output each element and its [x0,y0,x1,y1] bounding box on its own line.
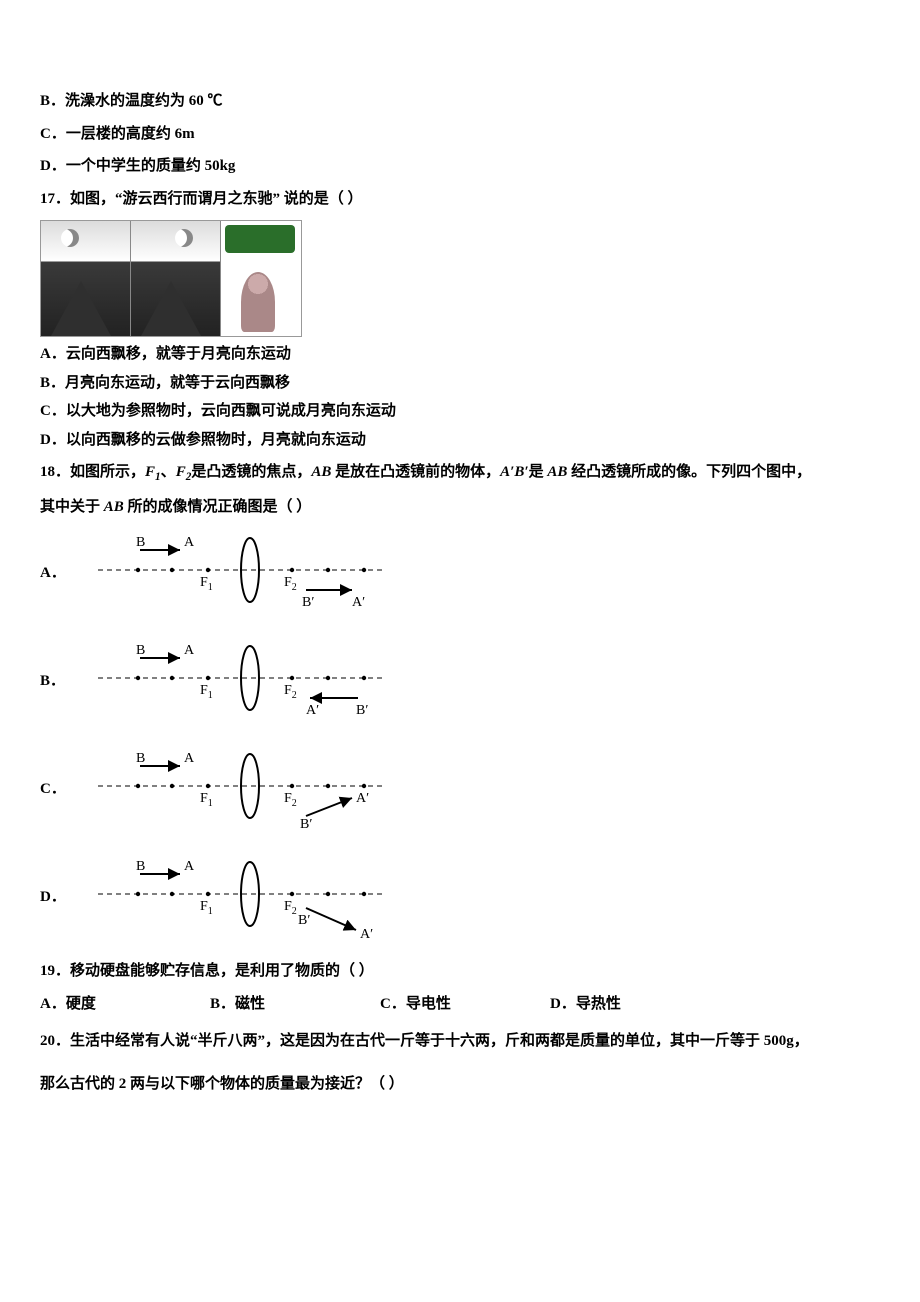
q17-stem: 17．如图，“游云西行而谓月之东驰” 说的是（ ） [40,188,920,211]
q18-stem-part5: 经凸透镜所成的像。下列四个图中， [567,464,811,480]
q18-diagram-B: B A F1 F2 A′ B′ [80,636,400,726]
q18-AB: AB [311,464,331,480]
q18-option-A-row: A． B A F1 F2 B′ A′ [40,528,920,618]
svg-text:A′: A′ [352,595,365,610]
svg-text:A′: A′ [360,927,373,942]
q17-panel-1 [41,221,131,336]
q18-stem-part4: 是 [529,464,548,480]
q18-stem-line2-suffix: 所的成像情况正确图是（ ） [124,499,312,515]
q18-stem-line1: 18．如图所示，F1、F2是凸透镜的焦点，AB 是放在凸透镜前的物体，A′B′是… [40,461,920,486]
q19-options: A．硬度 B．磁性 C．导电性 D．导热性 [40,993,920,1016]
q18-stem-line2: 其中关于 AB 所的成像情况正确图是（ ） [40,496,920,519]
svg-text:F1: F1 [200,899,213,917]
q18-stem-part2: 是凸透镜的焦点， [191,464,311,480]
person-icon [241,272,275,332]
q17-stem-text: 如图，“游云西行而谓月之东驰” 说的是（ ） [70,191,363,207]
q18-label-C: C． [40,778,80,801]
svg-text:A: A [184,751,195,766]
q18-F2: F2 [176,464,192,480]
svg-text:F1: F1 [200,683,213,701]
q18-option-B-row: B． B A F1 F2 A′ B′ [40,636,920,726]
q18-option-C-row: C． B A F1 F2 B′ A′ [40,744,920,834]
q18-number: 18． [40,464,70,480]
q20-stem-line2: 那么古代的 2 两与以下哪个物体的质量最为接近？（ ） [40,1068,920,1101]
moon-icon [61,229,79,247]
svg-text:B′: B′ [300,817,312,832]
q19-number: 19． [40,963,70,979]
q16-option-C: C．一层楼的高度约 6m [40,123,920,146]
svg-text:B: B [136,643,145,658]
svg-text:F1: F1 [200,575,213,593]
mountain-icon [141,281,201,336]
svg-text:B: B [136,859,145,874]
q17-option-C: C．以大地为参照物时，云向西飘可说成月亮向东运动 [40,400,920,423]
svg-text:B′: B′ [302,595,314,610]
svg-text:F1: F1 [200,791,213,809]
svg-text:B: B [136,535,145,550]
q18-label-D: D． [40,886,80,909]
q18-stem-line2-prefix: 其中关于 [40,499,104,515]
q19-stem-text: 移动硬盘能够贮存信息，是利用了物质的（ ） [70,963,374,979]
q18-stem-part1: 如图所示， [70,464,145,480]
svg-text:B′: B′ [298,913,310,928]
q17-panel-3 [221,221,301,336]
svg-text:B′: B′ [356,703,368,718]
q17-number: 17． [40,191,70,207]
q17-figure-image [40,220,302,337]
svg-text:F2: F2 [284,899,297,917]
q18-F1: F1 [145,464,161,480]
q18-label-B: B． [40,670,80,693]
q16-option-D: D．一个中学生的质量约 50kg [40,155,920,178]
q17-option-D: D．以向西飘移的云做参照物时，月亮就向东运动 [40,429,920,452]
svg-text:F2: F2 [284,575,297,593]
q18-label-A: A． [40,562,80,585]
svg-text:A′: A′ [356,791,369,806]
q19-option-C: C．导电性 [380,993,550,1016]
q18-AB3: AB [104,499,124,515]
mountain-icon [51,281,111,336]
q19-option-D: D．导热性 [550,993,720,1016]
svg-text:A: A [184,643,195,658]
svg-text:F2: F2 [284,683,297,701]
q18-AB2: AB [547,464,567,480]
q19-option-B: B．磁性 [210,993,380,1016]
q20-stem-text1: 生活中经常有人说“半斤八两”，这是因为在古代一斤等于十六两，斤和两都是质量的单位… [70,1033,809,1049]
q18-diagram-D: B A F1 F2 B′ A′ [80,852,400,942]
svg-text:A: A [184,535,195,550]
q17-option-B: B．月亮向东运动，就等于云向西飘移 [40,372,920,395]
speech-bubble-icon [225,225,295,253]
q19-option-A: A．硬度 [40,993,210,1016]
svg-text:B: B [136,751,145,766]
q17-option-A: A．云向西飘移，就等于月亮向东运动 [40,343,920,366]
q18-option-D-row: D． B A F1 F2 B′ A′ [40,852,920,942]
moon-icon [175,229,193,247]
q18-diagram-C: B A F1 F2 B′ A′ [80,744,400,834]
svg-text:A′: A′ [306,703,319,718]
q18-ApBp: A′B′ [500,464,528,480]
svg-text:A: A [184,859,195,874]
q20-stem-line1: 20．生活中经常有人说“半斤八两”，这是因为在古代一斤等于十六两，斤和两都是质量… [40,1025,920,1058]
q20-number: 20． [40,1033,70,1049]
q18-sep: 、 [161,464,176,480]
q19-stem: 19．移动硬盘能够贮存信息，是利用了物质的（ ） [40,960,920,983]
q18-stem-part3: 是放在凸透镜前的物体， [331,464,500,480]
q16-option-B: B．洗澡水的温度约为 60 ℃ [40,90,920,113]
q17-panel-2 [131,221,221,336]
q18-diagram-A: B A F1 F2 B′ A′ [80,528,400,618]
svg-text:F2: F2 [284,791,297,809]
